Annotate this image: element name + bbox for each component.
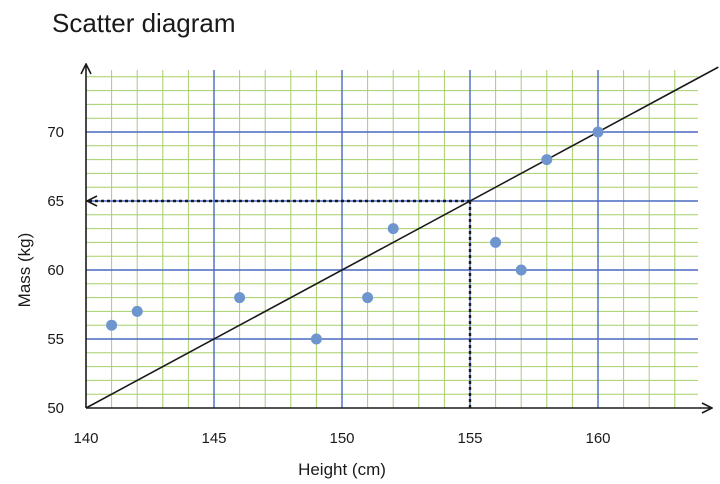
data-point bbox=[592, 126, 604, 138]
x-tick-label: 160 bbox=[585, 430, 610, 447]
data-point bbox=[541, 154, 553, 166]
x-axis-label: Height (cm) bbox=[298, 460, 386, 479]
data-point bbox=[490, 236, 502, 248]
best-fit-line bbox=[85, 66, 719, 409]
data-point bbox=[234, 292, 246, 304]
y-tick-label: 70 bbox=[47, 124, 64, 141]
data-point bbox=[310, 333, 322, 345]
line-of-best-fit bbox=[85, 66, 719, 409]
y-tick-labels: 50 55 60 65 70 bbox=[47, 124, 64, 417]
y-tick-label: 65 bbox=[47, 193, 64, 210]
x-tick-label: 155 bbox=[457, 430, 482, 447]
y-axis-label: Mass (kg) bbox=[15, 233, 34, 308]
data-point bbox=[362, 292, 374, 304]
reading-guide bbox=[87, 201, 472, 408]
data-points bbox=[106, 126, 604, 345]
y-tick-label: 55 bbox=[47, 331, 64, 348]
y-tick-label: 50 bbox=[47, 400, 64, 417]
major-grid bbox=[86, 70, 698, 408]
data-point bbox=[515, 264, 527, 276]
data-point bbox=[106, 319, 118, 331]
x-tick-label: 145 bbox=[201, 430, 226, 447]
axes bbox=[86, 64, 712, 408]
x-tick-label: 150 bbox=[329, 430, 354, 447]
data-point bbox=[387, 223, 399, 235]
y-tick-label: 60 bbox=[47, 262, 64, 279]
x-tick-labels: 140 145 150 155 160 bbox=[73, 430, 610, 447]
x-tick-label: 140 bbox=[73, 430, 98, 447]
minor-grid bbox=[86, 70, 698, 408]
page-title: Scatter diagram bbox=[52, 8, 236, 38]
data-point bbox=[131, 305, 143, 317]
